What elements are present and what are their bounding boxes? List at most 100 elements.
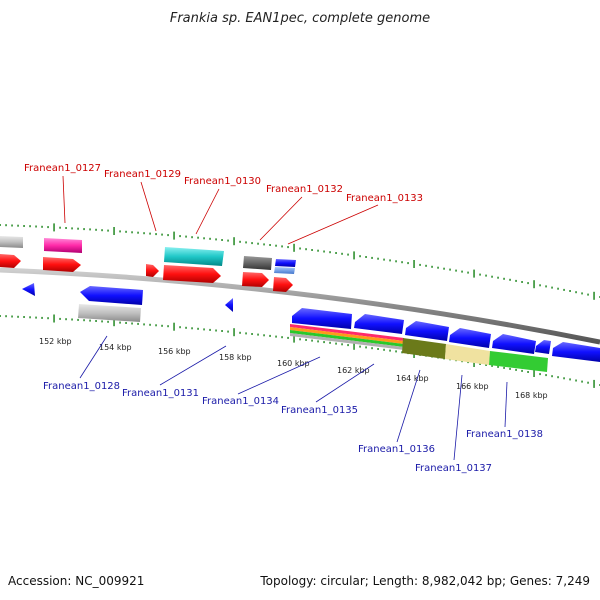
minor-tick [17, 224, 19, 227]
label-Franean1_0129[interactable]: Franean1_0129 [104, 169, 181, 180]
minor-tick [329, 251, 331, 254]
minor-tick [65, 227, 67, 229]
minor-tick [0, 224, 1, 226]
label-Franean1_0136[interactable]: Franean1_0136 [358, 444, 435, 455]
minor-tick [23, 316, 25, 318]
label-Franean1_0137[interactable]: Franean1_0137 [415, 463, 492, 474]
gene-0126[interactable] [0, 236, 23, 248]
minor-tick [269, 244, 271, 246]
kbp-label: 158 kbp [219, 353, 252, 362]
gene-red-b[interactable] [43, 257, 81, 272]
gene-blue-small-c[interactable] [225, 298, 233, 312]
major-tick [533, 280, 535, 289]
minor-tick [0, 315, 1, 317]
minor-tick [191, 236, 193, 239]
topology-text: Topology: circular; Length: 8,982,042 bp… [259, 574, 590, 588]
minor-tick [545, 285, 547, 288]
gene-Franean1_0130[interactable] [164, 247, 224, 266]
minor-tick [587, 381, 589, 384]
minor-tick [551, 286, 553, 289]
gene-blue-f[interactable] [405, 321, 449, 341]
label-Franean1_0128[interactable]: Franean1_0128 [43, 381, 120, 392]
kbp-label: 166 kbp [456, 382, 489, 391]
minor-tick [389, 259, 391, 262]
gene-red-d[interactable] [242, 272, 269, 287]
minor-tick [95, 320, 97, 322]
minor-tick [125, 230, 127, 233]
minor-tick [179, 326, 181, 329]
minor-tick [419, 263, 421, 266]
gene-Franean1_0128[interactable] [78, 304, 141, 322]
minor-tick [551, 375, 553, 378]
kbp-scale: 152 kbp 154 kbp 156 kbp 158 kbp 160 kbp … [39, 337, 548, 400]
gene-Franean1_0134[interactable] [292, 308, 352, 329]
kbp-label: 156 kbp [158, 347, 191, 356]
gene-blue-small-a[interactable] [22, 283, 35, 296]
gene-blue-h[interactable] [492, 334, 536, 354]
minor-tick [335, 252, 337, 254]
gene-blue-i[interactable] [535, 340, 551, 354]
minor-tick [161, 233, 163, 236]
gene-blue-j[interactable] [552, 342, 600, 362]
gene-blue-b[interactable] [80, 286, 143, 305]
gene-blue-g[interactable] [449, 328, 491, 348]
minor-tick [341, 343, 343, 346]
minor-tick [299, 247, 301, 250]
minor-tick [539, 373, 541, 376]
label-Franean1_0132[interactable]: Franean1_0132 [266, 184, 343, 195]
minor-tick [305, 338, 307, 341]
minor-tick [365, 256, 367, 258]
minor-tick [431, 265, 433, 268]
gene-red-e[interactable] [273, 277, 293, 292]
label-Franean1_0134[interactable]: Franean1_0134 [202, 396, 279, 407]
minor-tick [329, 341, 331, 344]
gene-Franean1_0129[interactable] [146, 264, 159, 277]
label-Franean1_0133[interactable]: Franean1_0133 [346, 193, 423, 204]
minor-tick [395, 260, 397, 263]
minor-tick [209, 237, 211, 240]
label-Franean1_0135[interactable]: Franean1_0135 [281, 405, 358, 416]
gene-Franean1_0135[interactable] [354, 314, 404, 334]
minor-tick [575, 379, 577, 382]
minor-tick [149, 232, 151, 235]
kbp-label: 164 kbp [396, 374, 429, 383]
minor-tick [539, 284, 541, 287]
label-Franean1_0127[interactable]: Franean1_0127 [24, 163, 101, 174]
minor-tick [569, 378, 571, 381]
major-tick [173, 322, 175, 331]
gene-Franean1_0132[interactable] [243, 256, 272, 270]
genome-backbone [0, 267, 600, 345]
minor-tick [71, 318, 73, 321]
gene-0133b[interactable] [274, 267, 295, 274]
label-Franean1_0130[interactable]: Franean1_0130 [184, 176, 261, 187]
gene-red-c[interactable] [163, 265, 221, 283]
major-tick [53, 223, 55, 232]
minor-tick [563, 377, 565, 380]
minor-tick [59, 317, 61, 320]
minor-tick [149, 323, 151, 326]
minor-tick [515, 368, 517, 371]
minor-tick [299, 338, 301, 341]
minor-tick [377, 257, 379, 260]
gene-red-a[interactable] [0, 254, 21, 268]
minor-tick [263, 334, 265, 337]
minor-tick [83, 228, 85, 231]
minor-tick [143, 232, 145, 235]
major-tick [353, 251, 355, 260]
label-Franean1_0131[interactable]: Franean1_0131 [122, 388, 199, 399]
minor-tick [29, 316, 31, 319]
major-tick [473, 269, 475, 278]
minor-tick [107, 229, 109, 232]
label-Franean1_0138[interactable]: Franean1_0138 [466, 429, 543, 440]
feature-band-grey [290, 333, 404, 350]
feature-olive [402, 338, 446, 359]
gene-Franean1_0133[interactable] [275, 259, 296, 267]
minor-tick [287, 336, 289, 339]
gene-Franean1_0127[interactable] [44, 238, 82, 253]
minor-tick [185, 235, 187, 238]
minor-tick [497, 276, 499, 279]
minor-tick [89, 319, 91, 322]
minor-tick [587, 293, 589, 296]
minor-tick [221, 330, 223, 332]
